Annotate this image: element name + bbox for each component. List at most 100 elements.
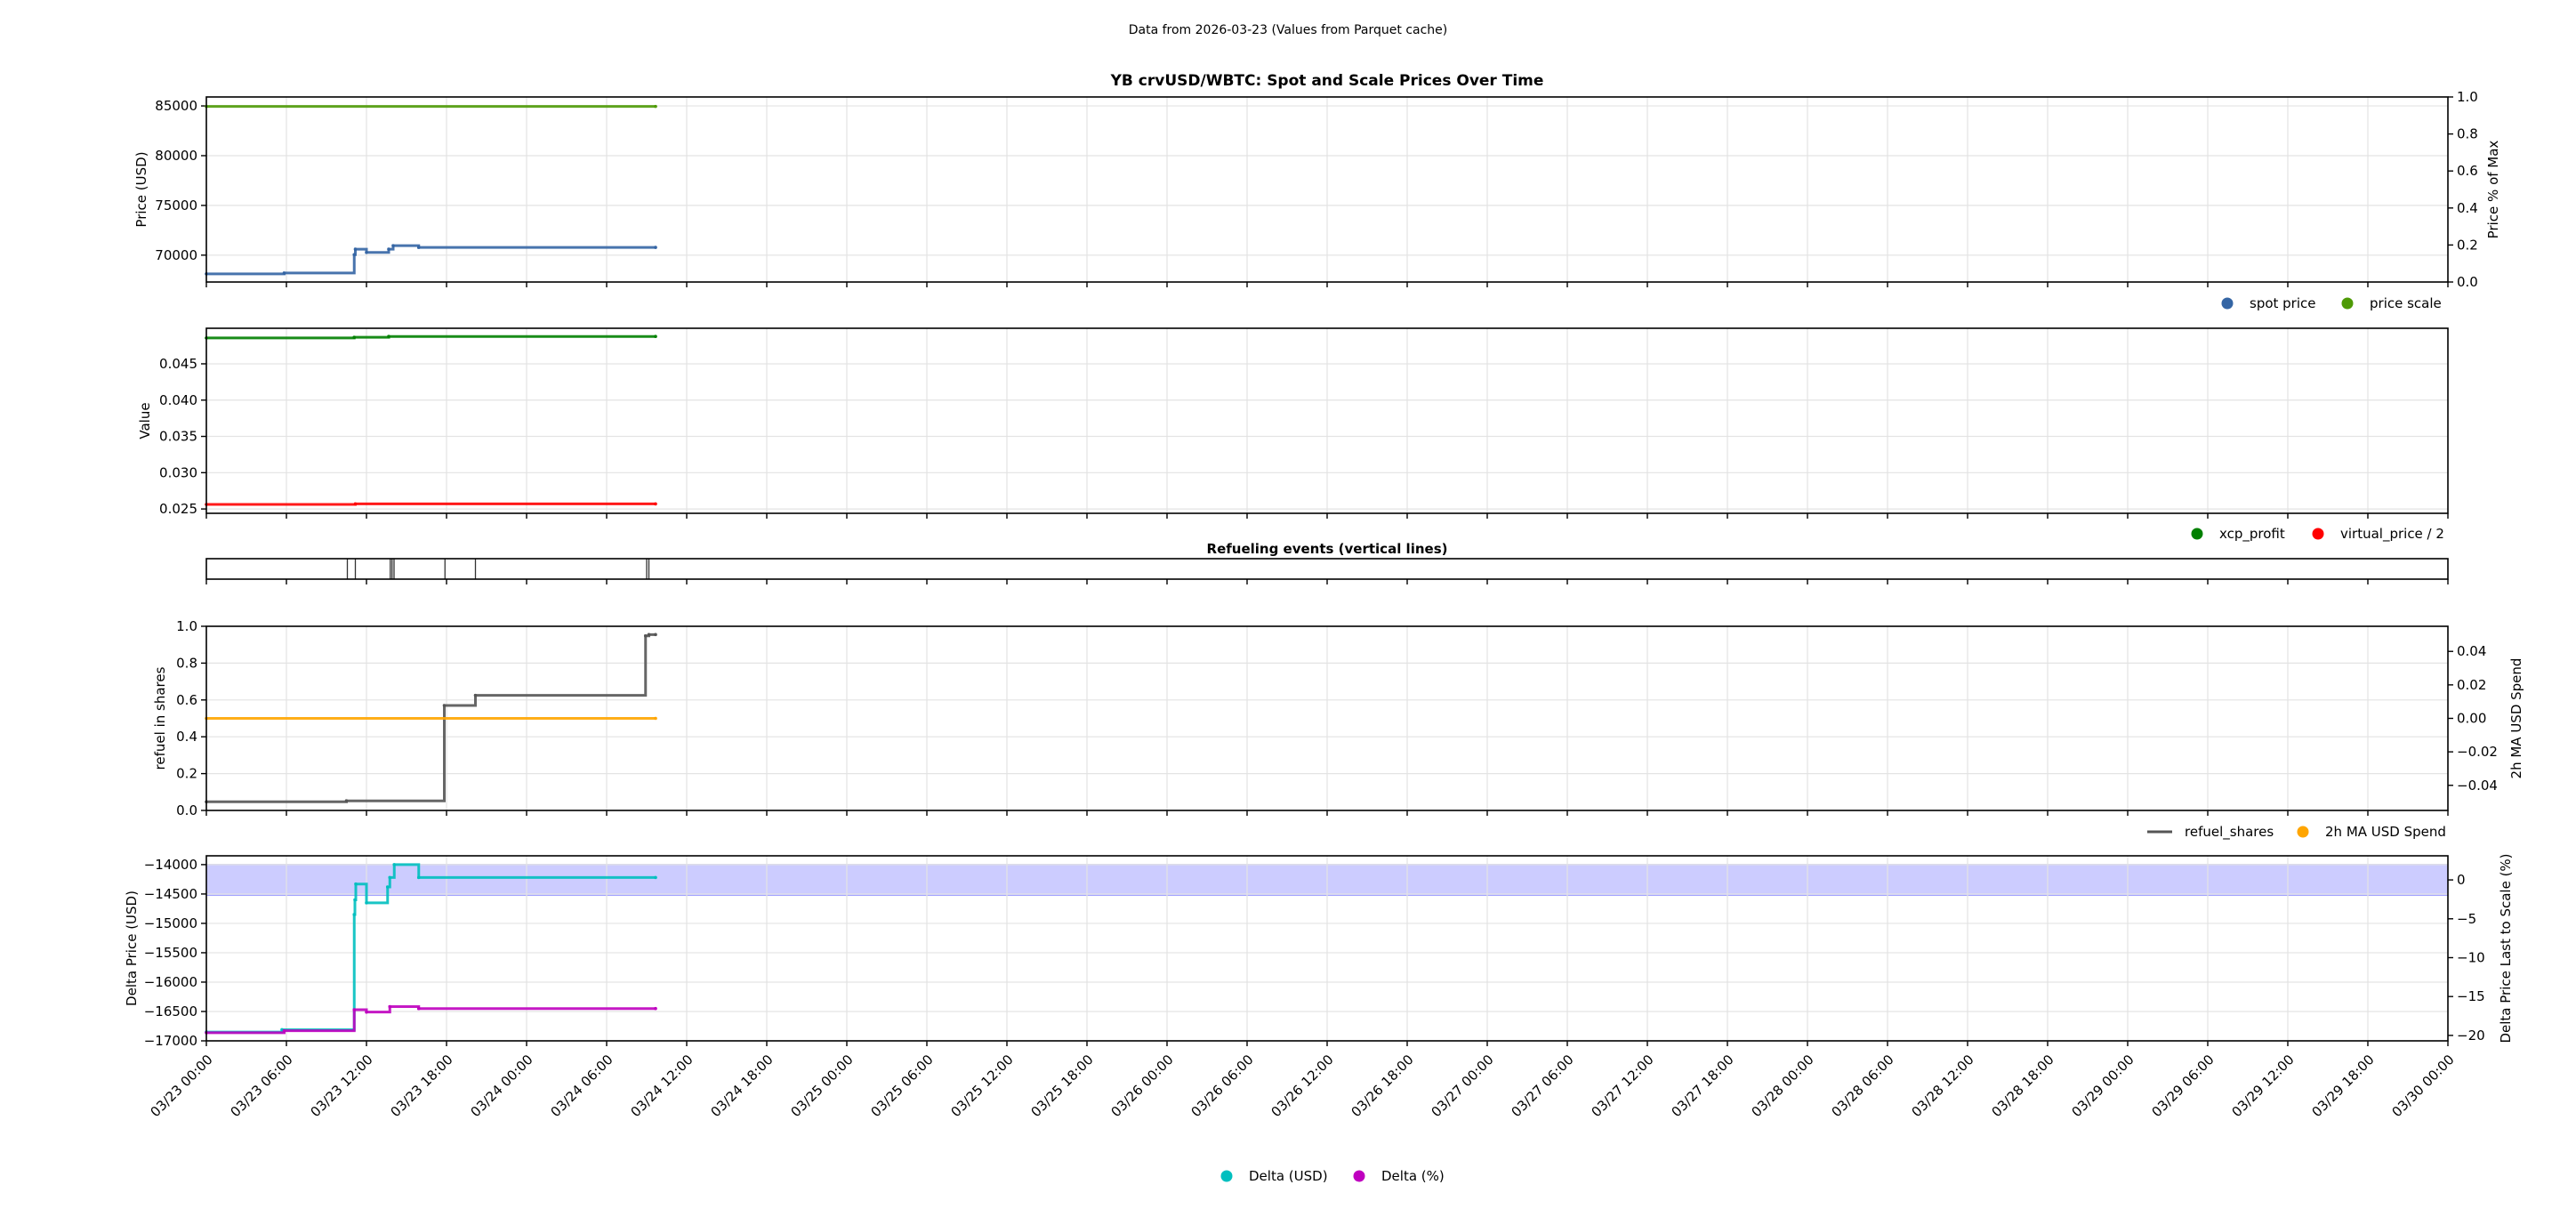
y-tick-label: −16500 [144, 1003, 197, 1019]
right-y-tick-label: −5 [2457, 911, 2476, 927]
x-tick-label: 03/28 18:00 [1989, 1052, 2057, 1120]
data-point [353, 502, 358, 506]
right-y-tick-label: 0.8 [2457, 126, 2478, 142]
axes-frame [205, 558, 2449, 580]
data-point [387, 334, 390, 339]
y-tick-label: 1.0 [176, 618, 197, 634]
data-point [353, 247, 358, 251]
legend-dot-marker [2312, 528, 2324, 540]
y-tick-label: 0.025 [159, 501, 197, 517]
data-point [392, 863, 397, 866]
y-tick-label: 0.8 [176, 655, 197, 671]
y-tick-label: −17000 [144, 1033, 197, 1049]
data-point [654, 104, 657, 109]
data-point [654, 334, 657, 339]
x-tick-label: 03/30 00:00 [2389, 1052, 2458, 1120]
right-y-tick-label: 1.0 [2457, 89, 2478, 105]
x-tick-label: 03/26 00:00 [1108, 1052, 1177, 1120]
legend-dot-marker [2191, 528, 2203, 540]
x-tick-label: 03/24 00:00 [468, 1052, 536, 1120]
legend-dot-marker [2221, 297, 2234, 310]
legend-label: Delta (USD) [1249, 1168, 1328, 1184]
data-point [352, 1008, 357, 1011]
x-tick-label: 03/25 12:00 [948, 1052, 1017, 1120]
x-tick-label: 03/29 06:00 [2149, 1052, 2218, 1120]
data-point [654, 633, 657, 637]
x-tick-label: 03/23 00:00 [148, 1052, 216, 1120]
y-tick-label: 0.2 [176, 766, 197, 782]
data-point [654, 502, 657, 506]
y-tick-label: 80000 [155, 148, 197, 164]
y-tick-label: −15000 [144, 915, 197, 931]
panel-4: 0.0 0.2 0.4 0.6 0.8 1.0 refuel in shares −0.04 −… [152, 618, 2524, 841]
figure-suptitle: Data from 2026-03-23 (Values from Parque… [1129, 23, 1448, 37]
right-y-tick-label: 0.00 [2457, 711, 2486, 727]
data-point [654, 716, 657, 721]
y-tick-label: 0.0 [176, 802, 197, 818]
right-y-tick-label: −0.04 [2457, 778, 2498, 794]
series-delta- [205, 1004, 657, 1035]
series-virtual-price-2 [205, 502, 657, 506]
series-line [206, 334, 656, 340]
data-point [365, 1010, 368, 1014]
legend-label: xcp_profit [2219, 526, 2285, 543]
legend-dot-marker [1220, 1170, 1233, 1182]
right-y-axis-label: Price % of Max [2485, 141, 2501, 239]
data-point [391, 244, 395, 247]
axes-frame [205, 327, 2449, 514]
series-refuel-shares [205, 633, 657, 804]
right-y-tick-label: −15 [2457, 988, 2485, 1004]
data-point [388, 1004, 392, 1009]
data-point [643, 633, 648, 638]
panel-3: Refueling events (vertical lines) [205, 541, 2449, 584]
data-point [416, 246, 421, 249]
data-point [654, 1006, 657, 1011]
y-axis-label: refuel in shares [152, 666, 168, 770]
y-tick-label: 85000 [155, 98, 197, 114]
data-point [416, 1006, 421, 1011]
y-tick-label: 70000 [155, 247, 197, 263]
right-y-tick-label: 0.0 [2457, 274, 2478, 290]
x-tick-label: 03/26 06:00 [1188, 1052, 1257, 1120]
axes-frame [205, 96, 2449, 283]
x-tick-label: 03/28 06:00 [1829, 1052, 1897, 1120]
x-tick-label: 03/27 12:00 [1589, 1052, 1657, 1120]
legend-label: spot price [2250, 295, 2316, 311]
right-y-tick-label: 0 [2457, 872, 2466, 888]
data-point [282, 1028, 286, 1033]
y-tick-label: 0.030 [159, 464, 197, 480]
y-tick-label: −16000 [144, 974, 197, 990]
y-tick-label: 0.040 [159, 392, 197, 408]
data-point [365, 901, 368, 905]
legend-dot-marker [2341, 297, 2354, 310]
series-xcp-profit [205, 334, 657, 340]
right-y-tick-label: −20 [2457, 1028, 2485, 1044]
data-point [442, 704, 447, 707]
data-point [282, 271, 286, 275]
data-point [647, 633, 651, 637]
data-point [473, 693, 478, 697]
right-y-tick-label: 0.04 [2457, 643, 2486, 659]
x-tick-label: 03/27 18:00 [1669, 1052, 1737, 1120]
x-tick-label: 03/23 18:00 [388, 1052, 456, 1120]
x-tick-label: 03/26 18:00 [1348, 1052, 1417, 1120]
series-line [206, 244, 656, 276]
data-point [352, 913, 357, 916]
y-tick-label: −15500 [144, 945, 197, 961]
data-point [654, 246, 657, 249]
x-tick-label: 03/27 06:00 [1509, 1052, 1577, 1120]
x-tick-label: 03/23 12:00 [308, 1052, 376, 1120]
right-y-tick-label: 0.2 [2457, 237, 2478, 253]
right-y-tick-label: 0.4 [2457, 200, 2478, 216]
x-tick-label: 03/29 18:00 [2309, 1052, 2378, 1120]
x-tick-label: 03/25 06:00 [868, 1052, 937, 1120]
series-price-scale [205, 104, 657, 109]
data-point [654, 875, 657, 880]
series-2h-ma-usd-spend [205, 716, 657, 721]
legend-dot-marker [1353, 1170, 1365, 1182]
panel-1: 70000 75000 80000 85000 Price (USD) 0.0 0.2 0.4… [133, 72, 2501, 311]
x-tick-label: 03/25 00:00 [788, 1052, 857, 1120]
series-line [206, 1005, 656, 1035]
right-y-axis-label: Delta Price Last to Scale (%) [2498, 853, 2514, 1043]
